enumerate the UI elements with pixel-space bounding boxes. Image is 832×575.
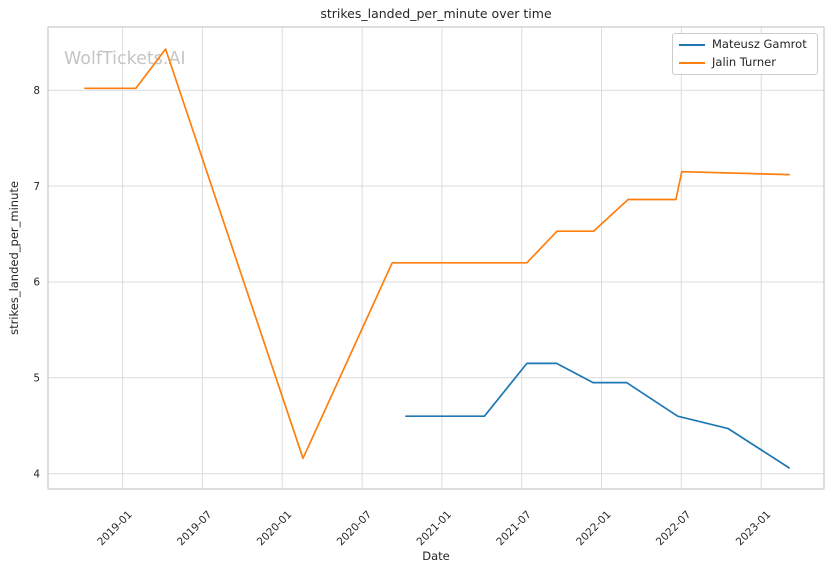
- x-axis-label: Date: [422, 549, 450, 563]
- series-line-mateusz-gamrot: [405, 362, 790, 469]
- y-tick-label: 5: [33, 373, 40, 385]
- x-tick-label: 2019-07: [175, 509, 215, 549]
- y-tick-label: 7: [33, 181, 40, 193]
- y-tick-label: 8: [33, 85, 40, 97]
- x-tick-label: 2021-07: [494, 509, 534, 549]
- x-tick-label: 2020-01: [255, 509, 295, 549]
- legend-item-mateusz-gamrot: Mateusz Gamrot: [679, 36, 817, 54]
- x-tick-label: 2023-01: [734, 509, 774, 549]
- legend-line-sample-blue: [679, 44, 705, 46]
- x-tick-label: 2022-01: [574, 509, 614, 549]
- x-tick-label: 2020-07: [335, 509, 375, 549]
- legend-item-jalin-turner: Jalin Turner: [679, 54, 817, 72]
- series-lines: [84, 48, 790, 469]
- legend-label: Jalin Turner: [712, 55, 776, 70]
- legend: Mateusz Gamrot Jalin Turner: [672, 33, 818, 75]
- x-tick-label: 2019-01: [95, 509, 135, 549]
- y-tick-label: 4: [33, 468, 40, 480]
- x-tick-label: 2021-01: [415, 509, 455, 549]
- tick-labels: 4 5 6 7 8 2019-01 2019-07 2020-01 2020-07 2021-01…: [33, 85, 773, 548]
- plot-border: [47, 26, 825, 490]
- y-axis-label: strikes_landed_per_minute: [7, 181, 21, 335]
- x-tick-label: 2022-07: [654, 509, 694, 549]
- series-line-jalin-turner: [84, 48, 790, 460]
- y-tick-label: 6: [33, 277, 40, 289]
- chart-title: strikes_landed_per_minute over time: [320, 6, 552, 21]
- legend-label: Mateusz Gamrot: [712, 37, 807, 52]
- gridlines: [47, 26, 825, 490]
- legend-line-sample-orange: [679, 62, 705, 64]
